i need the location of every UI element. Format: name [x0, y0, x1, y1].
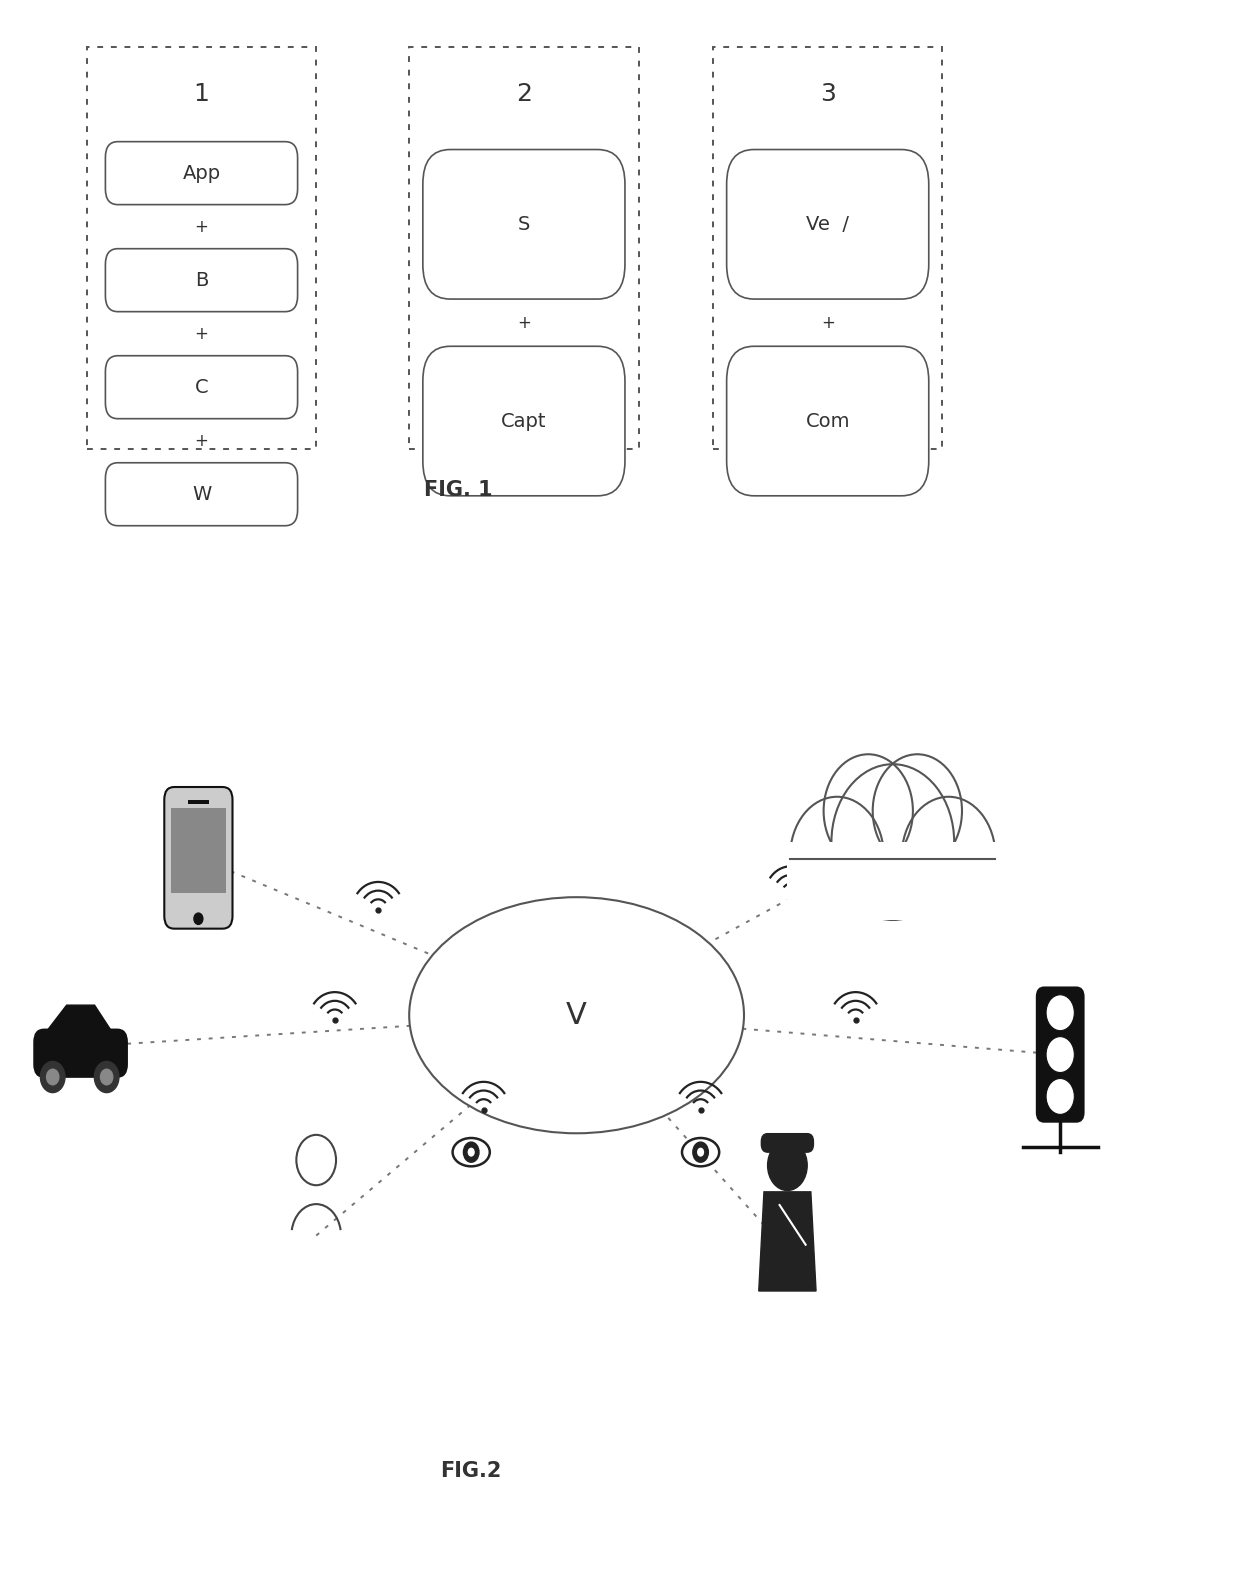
Circle shape — [1047, 1078, 1074, 1114]
FancyBboxPatch shape — [105, 142, 298, 205]
Text: FIG.2: FIG.2 — [440, 1461, 502, 1481]
Circle shape — [697, 1147, 704, 1157]
Circle shape — [768, 1140, 807, 1190]
Circle shape — [193, 913, 203, 924]
Ellipse shape — [682, 1138, 719, 1166]
Polygon shape — [759, 1192, 816, 1291]
Circle shape — [823, 754, 913, 867]
Ellipse shape — [453, 1138, 490, 1166]
Text: 2: 2 — [516, 82, 532, 105]
FancyBboxPatch shape — [423, 150, 625, 299]
Circle shape — [100, 1069, 113, 1084]
FancyBboxPatch shape — [761, 1133, 813, 1152]
Bar — [87, 47, 316, 449]
Ellipse shape — [409, 897, 744, 1133]
Circle shape — [1047, 995, 1074, 1031]
Text: +: + — [195, 431, 208, 450]
Text: V: V — [567, 1001, 587, 1029]
Circle shape — [467, 1147, 475, 1157]
Text: App: App — [182, 164, 221, 183]
FancyBboxPatch shape — [727, 150, 929, 299]
Text: +: + — [195, 217, 208, 236]
FancyBboxPatch shape — [1037, 987, 1084, 1122]
FancyBboxPatch shape — [35, 1029, 128, 1077]
Text: +: + — [517, 313, 531, 332]
FancyBboxPatch shape — [727, 346, 929, 496]
Circle shape — [94, 1061, 119, 1092]
Circle shape — [296, 1135, 336, 1185]
Circle shape — [901, 796, 996, 916]
Text: C: C — [195, 378, 208, 397]
Text: +: + — [195, 324, 208, 343]
Text: Capt: Capt — [501, 411, 547, 431]
Text: B: B — [195, 271, 208, 290]
FancyBboxPatch shape — [423, 346, 625, 496]
FancyBboxPatch shape — [105, 356, 298, 419]
Circle shape — [47, 1069, 58, 1084]
Bar — [171, 809, 226, 894]
Text: +: + — [821, 313, 835, 332]
Bar — [409, 47, 639, 449]
Circle shape — [41, 1061, 64, 1092]
Bar — [786, 842, 999, 919]
Bar — [713, 47, 942, 449]
Text: S: S — [518, 214, 529, 235]
Circle shape — [1047, 1037, 1074, 1072]
Circle shape — [790, 796, 884, 916]
Text: Ve  /: Ve / — [806, 214, 849, 235]
Text: FIG. 1: FIG. 1 — [424, 480, 494, 501]
FancyBboxPatch shape — [105, 249, 298, 312]
Bar — [188, 801, 208, 804]
FancyBboxPatch shape — [164, 787, 233, 929]
Circle shape — [831, 765, 955, 919]
Circle shape — [873, 754, 962, 867]
Text: 1: 1 — [193, 82, 210, 105]
FancyBboxPatch shape — [105, 463, 298, 526]
Text: Com: Com — [806, 411, 849, 431]
Circle shape — [692, 1141, 709, 1163]
Circle shape — [463, 1141, 480, 1163]
Polygon shape — [48, 1006, 110, 1029]
Text: 3: 3 — [820, 82, 836, 105]
Text: W: W — [192, 485, 211, 504]
